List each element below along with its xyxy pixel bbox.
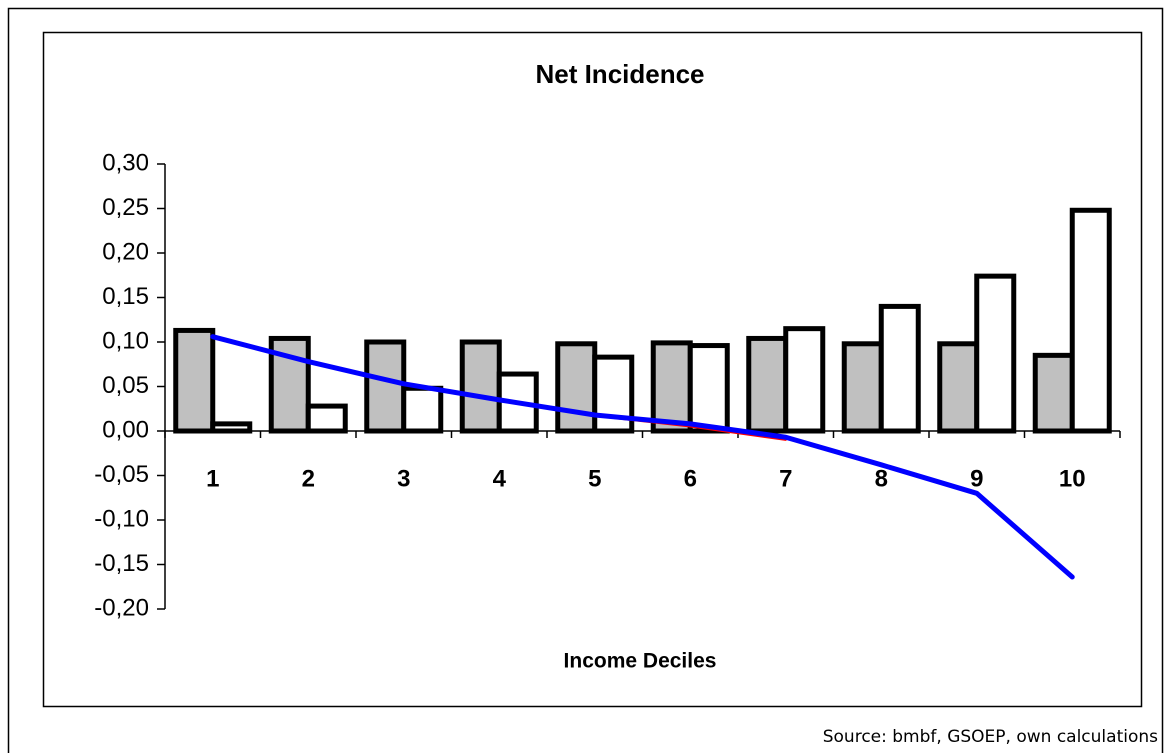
y-tick-label: -0,20 <box>94 594 149 621</box>
x-tick-label: 4 <box>493 465 507 492</box>
y-tick-label: 0,30 <box>102 149 149 176</box>
y-tick-label: -0,05 <box>94 461 149 488</box>
bar <box>364 339 407 434</box>
y-tick-label: 0,05 <box>102 372 149 399</box>
bar <box>459 339 502 434</box>
bar <box>496 371 539 434</box>
bar <box>1032 352 1075 434</box>
line <box>210 334 1075 580</box>
x-tick-label: 9 <box>970 465 983 492</box>
bar <box>650 340 693 434</box>
y-tick-label: -0,15 <box>94 550 149 577</box>
y-tick-label: 0,10 <box>102 327 149 354</box>
bar <box>841 341 884 434</box>
bar <box>878 303 921 434</box>
y-tick-label: 0,15 <box>102 283 149 310</box>
x-axis-title: Income Deciles <box>564 650 717 673</box>
bar <box>974 273 1017 434</box>
x-tick-label: 7 <box>779 465 792 492</box>
bar <box>1069 207 1112 434</box>
bar <box>210 421 253 434</box>
outer-frame <box>7 7 1164 753</box>
x-tick-label: 8 <box>875 465 888 492</box>
x-tick-label: 3 <box>397 465 410 492</box>
bar <box>937 341 980 434</box>
y-tick-label: 0,00 <box>102 416 149 443</box>
bar <box>555 341 598 434</box>
bar <box>687 343 730 434</box>
y-tick-label: 0,20 <box>102 238 149 265</box>
bar <box>305 403 348 434</box>
x-tick-label: 1 <box>206 465 219 492</box>
x-tick-label: 2 <box>302 465 315 492</box>
bar <box>783 326 826 434</box>
bar <box>173 327 216 434</box>
chart-title: Net Incidence <box>535 59 704 89</box>
bar <box>401 385 444 434</box>
y-tick-label: -0,10 <box>94 505 149 532</box>
x-tick-label: 10 <box>1059 465 1086 492</box>
bar <box>746 335 789 434</box>
y-tick-label: 0,25 <box>102 194 149 221</box>
x-tick-label: 6 <box>684 465 697 492</box>
x-tick-label: 5 <box>588 465 601 492</box>
source-note: Source: bmbf, GSOEP, own calculations <box>823 727 1158 747</box>
